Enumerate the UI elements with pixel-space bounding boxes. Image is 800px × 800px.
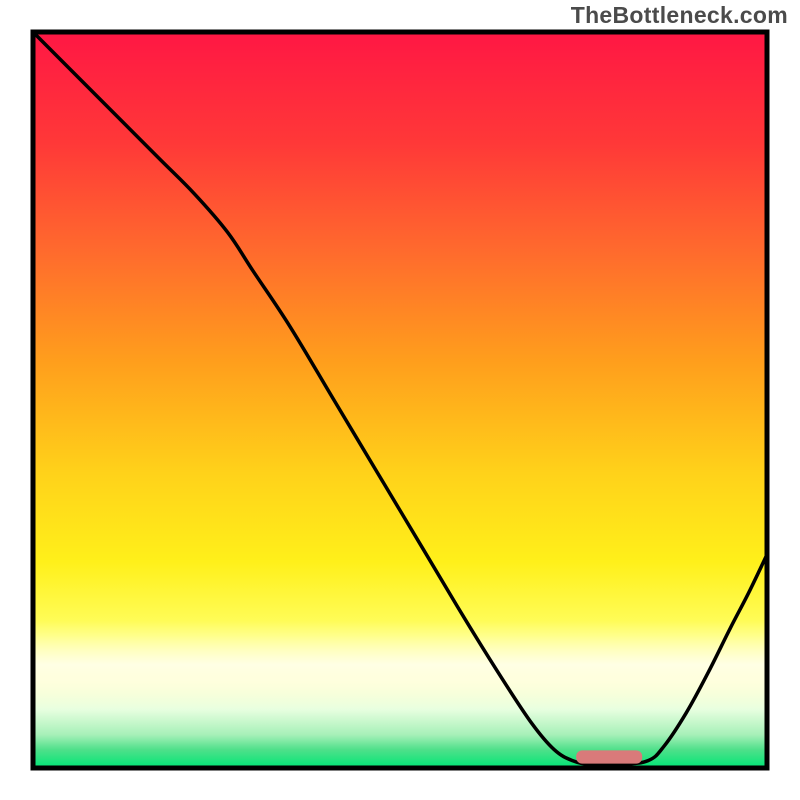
bottleneck-chart: TheBottleneck.com xyxy=(0,0,800,800)
optimal-range-marker xyxy=(576,750,642,763)
chart-svg xyxy=(0,0,800,800)
attribution-label: TheBottleneck.com xyxy=(571,2,788,29)
